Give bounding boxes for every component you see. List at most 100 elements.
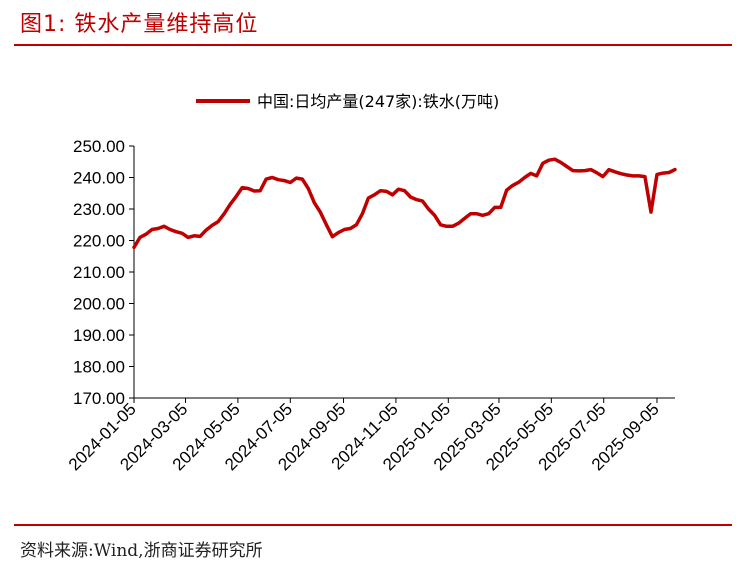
y-tick-label: 230.00 [73, 200, 125, 219]
data-point [199, 235, 201, 237]
data-point [331, 236, 333, 238]
data-point [295, 177, 297, 179]
data-point [518, 181, 520, 183]
data-point [211, 224, 213, 226]
data-point [277, 179, 279, 181]
data-point [421, 200, 423, 202]
data-point [217, 220, 219, 222]
data-point [500, 206, 502, 208]
data-point [235, 195, 237, 197]
data-point [181, 232, 183, 234]
series-line [132, 157, 677, 250]
data-point [187, 236, 189, 238]
data-point [349, 227, 351, 229]
y-tick-label: 190.00 [73, 326, 125, 345]
y-tick-label: 200.00 [73, 295, 125, 314]
data-point [433, 214, 435, 216]
data-point [361, 213, 363, 215]
data-point [650, 211, 652, 213]
data-point [469, 213, 471, 215]
data-point [391, 194, 393, 196]
line-chart: 中国:日均产量(247家):铁水(万吨) 170.00 180.00 190.00 2… [65, 92, 677, 474]
data-point [259, 190, 261, 192]
data-point [488, 213, 490, 215]
data-point [608, 168, 610, 170]
y-tick-label: 240.00 [73, 169, 125, 188]
data-point [283, 179, 285, 181]
data-point [385, 190, 387, 192]
data-point [451, 225, 453, 227]
source-rule [14, 524, 732, 526]
y-tick-label: 170.00 [73, 389, 125, 408]
data-point [301, 178, 303, 180]
data-point [524, 176, 526, 178]
data-point [325, 224, 327, 226]
data-point [596, 172, 598, 174]
data-point [572, 169, 574, 171]
data-point [319, 211, 321, 213]
data-point [494, 206, 496, 208]
data-point [620, 173, 622, 175]
y-tick-label: 210.00 [73, 263, 125, 282]
legend-label: 中国:日均产量(247家):铁水(万吨) [257, 92, 499, 111]
data-point [656, 173, 658, 175]
data-point [542, 162, 544, 164]
data-point [313, 202, 315, 204]
data-point [409, 196, 411, 198]
data-point [506, 189, 508, 191]
data-point [512, 184, 514, 186]
data-point [560, 161, 562, 163]
y-tick-label: 220.00 [73, 232, 125, 251]
y-tick-label: 250.00 [73, 137, 125, 156]
data-point [644, 175, 646, 177]
data-point [157, 227, 159, 229]
data-point [626, 174, 628, 176]
data-point [445, 225, 447, 227]
x-axis: 2024-01-052024-03-052024-05-052024-07-05… [65, 397, 675, 474]
data-point [536, 175, 538, 177]
data-point [602, 175, 604, 177]
data-point [379, 190, 381, 192]
data-point [439, 224, 441, 226]
title-rule [14, 44, 732, 46]
data-point [632, 175, 634, 177]
data-point [367, 197, 369, 199]
data-point [584, 169, 586, 171]
data-point [403, 190, 405, 192]
data-point [674, 168, 676, 170]
data-point [554, 158, 556, 160]
data-point [415, 198, 417, 200]
data-point [662, 172, 664, 174]
legend: 中国:日均产量(247家):铁水(万吨) [196, 92, 499, 111]
data-point [247, 187, 249, 189]
data-point [578, 170, 580, 172]
figure-title: 图1: 铁水产量维持高位 [20, 12, 259, 37]
data-point [229, 203, 231, 205]
data-point [169, 228, 171, 230]
plot-area [132, 157, 677, 250]
data-point [205, 229, 207, 231]
data-point [343, 228, 345, 230]
data-point [163, 225, 165, 227]
data-point [481, 214, 483, 216]
data-point [271, 176, 273, 178]
data-point [307, 187, 309, 189]
data-point [457, 222, 459, 224]
data-point [614, 171, 616, 173]
y-axis: 170.00 180.00 190.00 200.00 210.00 220.00 230.… [73, 137, 135, 408]
data-point [193, 235, 195, 237]
data-point [223, 213, 225, 215]
data-point [463, 217, 465, 219]
data-point [241, 186, 243, 188]
data-point [373, 194, 375, 196]
data-point [638, 175, 640, 177]
data-point [145, 233, 147, 235]
data-point [253, 190, 255, 192]
data-point [337, 231, 339, 233]
data-point [151, 228, 153, 230]
data-point [427, 208, 429, 210]
data-point [175, 231, 177, 233]
data-point [133, 246, 135, 248]
data-point [355, 224, 357, 226]
source-note: 资料来源:Wind,浙商证券研究所 [20, 541, 263, 561]
